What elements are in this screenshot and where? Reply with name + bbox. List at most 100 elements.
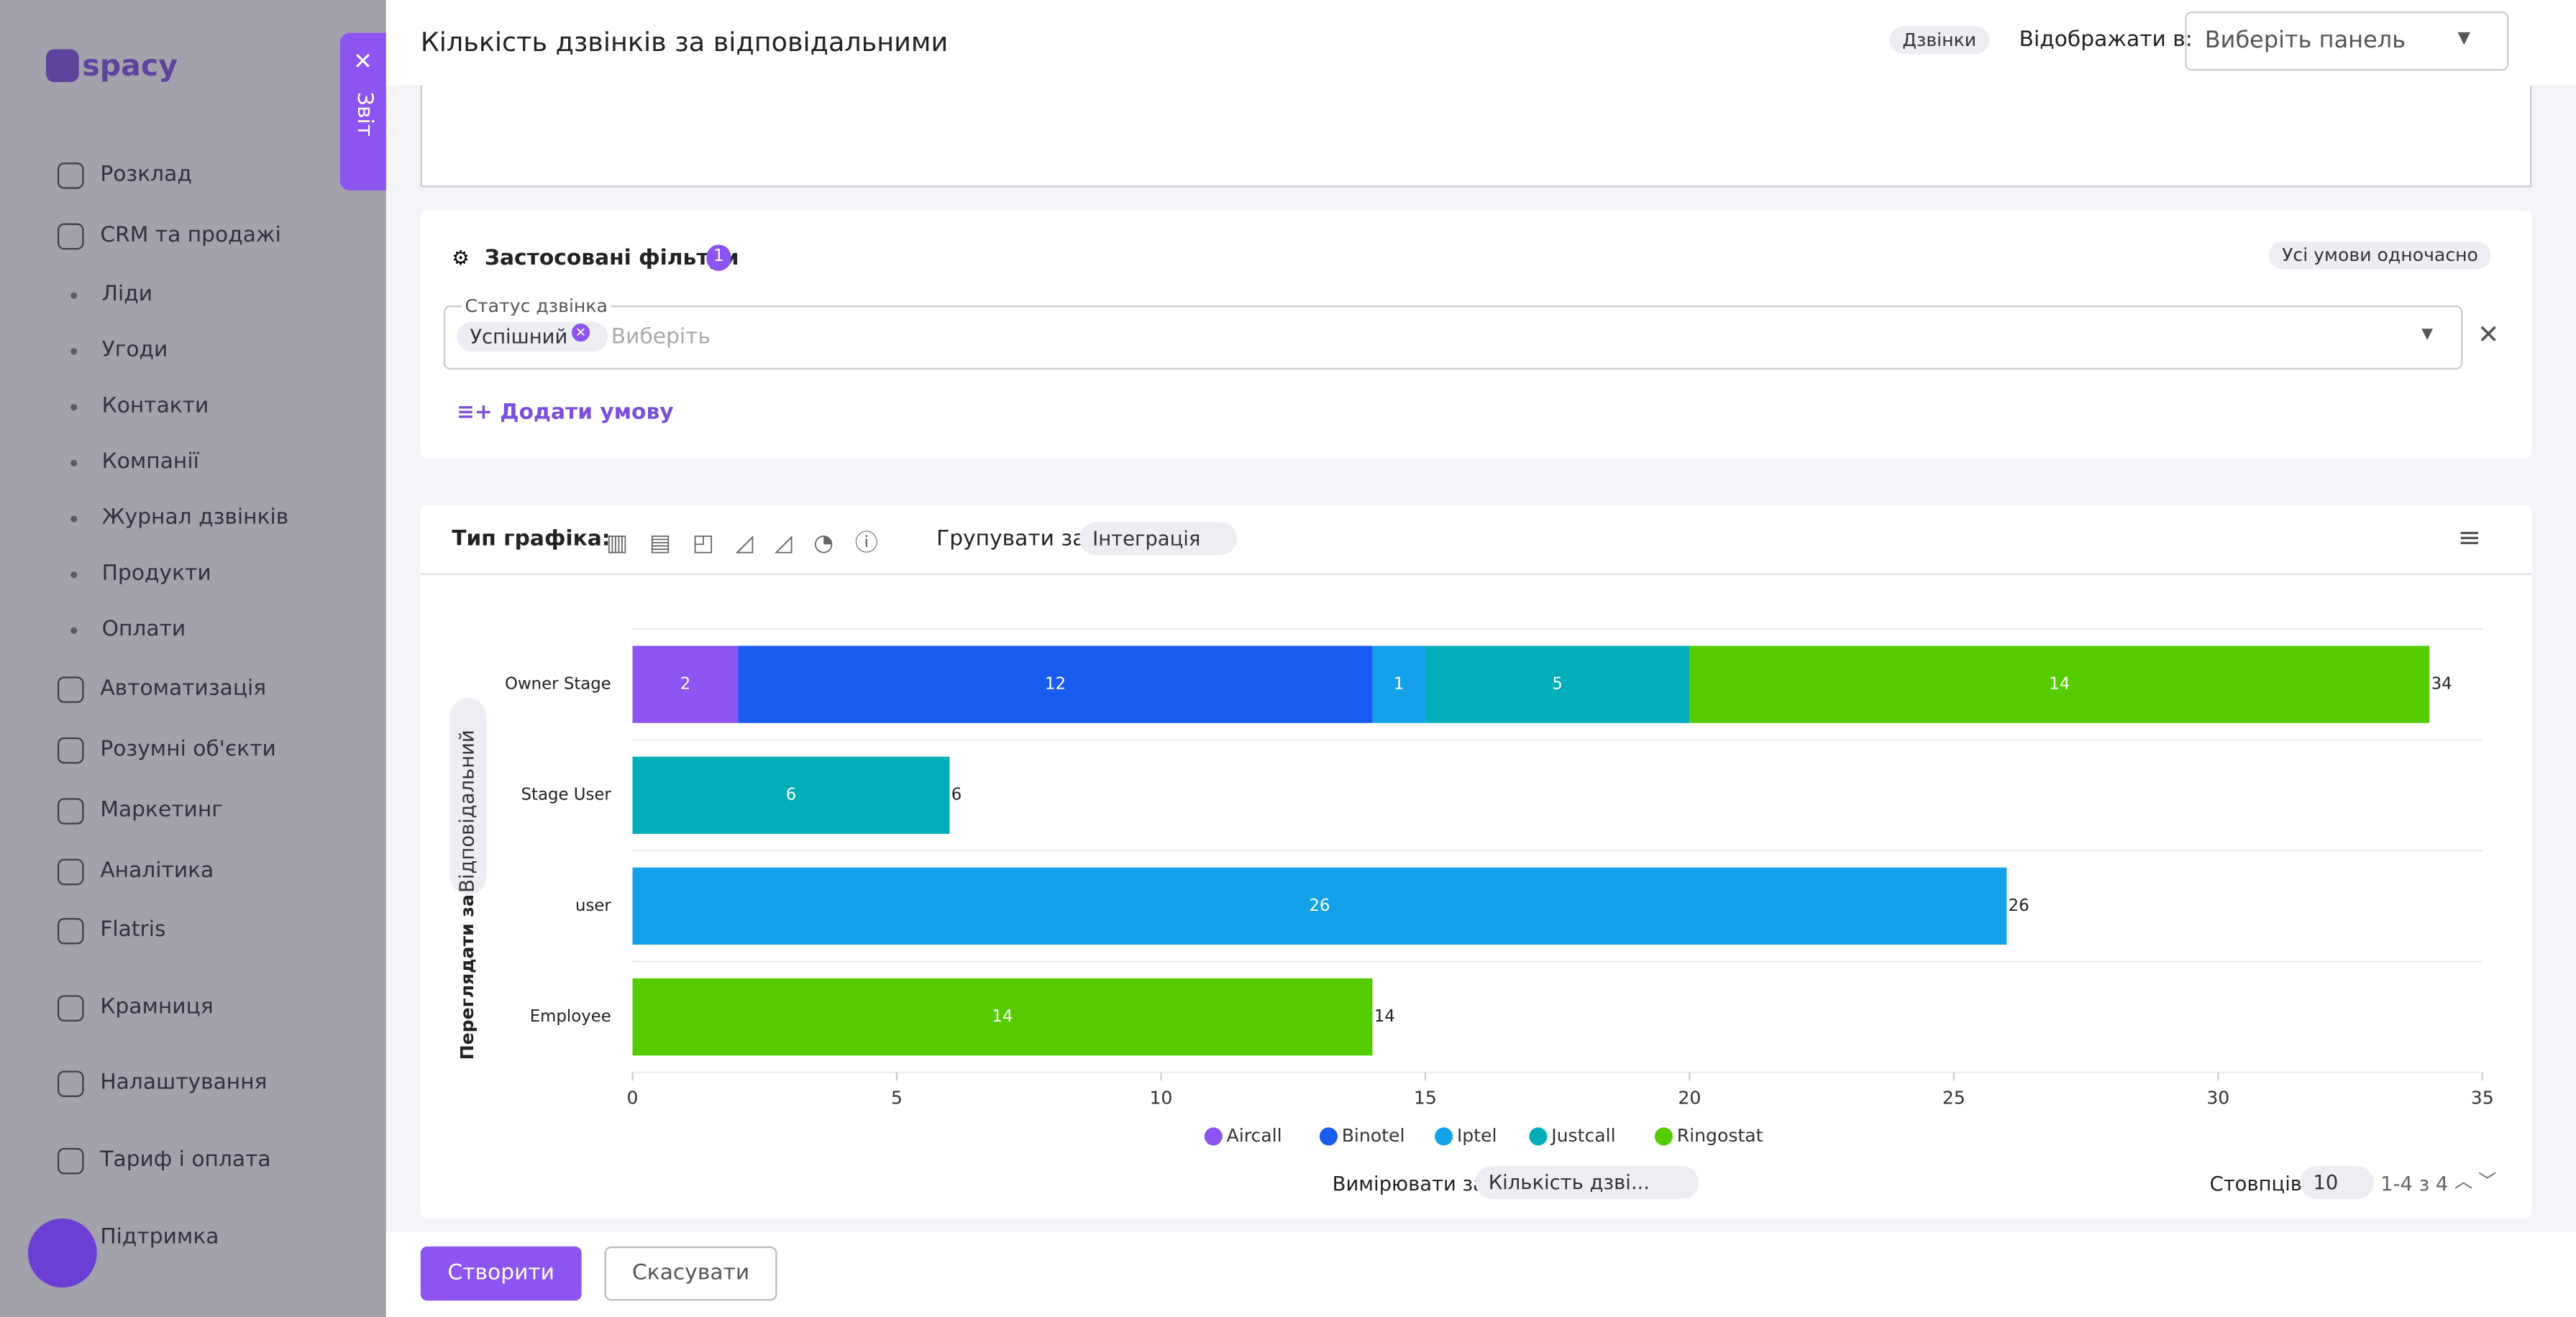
y-tick-label: Owner Stage — [505, 675, 611, 694]
add-condition[interactable]: ≡+ Додати умову — [457, 400, 674, 425]
nav-item[interactable]: Продукти — [101, 561, 211, 587]
page-arrows[interactable]: ︿ ﹀ — [2454, 1170, 2497, 1193]
group-select[interactable]: Інтеграція — [1079, 522, 1237, 556]
nav-item[interactable]: Розклад — [100, 162, 192, 188]
view-pill[interactable] — [449, 697, 487, 896]
type-label: Тип графіка: — [452, 527, 611, 552]
nav-icon — [57, 162, 84, 189]
legend-swatch — [1529, 1127, 1548, 1146]
y-tick-label: Stage User — [521, 786, 612, 804]
bar-label: 2 — [680, 675, 691, 694]
nav-item[interactable]: Тариф і оплата — [100, 1147, 271, 1173]
x-tick-label: 15 — [1414, 1087, 1437, 1108]
legend-swatch — [1435, 1127, 1453, 1146]
filters-card: ⚙ Застосовані фільтри 1 Усі умови одноча… — [420, 210, 2532, 459]
filters-mode[interactable]: Усі умови одночасно — [2268, 241, 2492, 270]
bar-segment — [632, 867, 2007, 945]
close-icon[interactable]: ✕ — [353, 49, 373, 76]
filters-title: Застосовані фільтри — [484, 246, 739, 271]
chip-remove[interactable]: ✕ — [571, 323, 590, 342]
chart-type-icons[interactable]: ▥▤◰◿◿◔ⓘ — [606, 530, 900, 557]
report-tab[interactable]: ✕ Звіт — [339, 32, 386, 191]
bar-segment — [632, 756, 950, 834]
nav-icon — [57, 1070, 84, 1098]
create-button[interactable]: Створити — [420, 1246, 582, 1301]
caret: ▼ — [2421, 326, 2434, 344]
nav-icon — [57, 798, 84, 825]
nav-item[interactable]: Контакти — [101, 394, 209, 419]
tag[interactable]: Дзвінки — [1889, 26, 1990, 55]
nav-item[interactable]: Крамниця — [100, 995, 214, 1020]
logo-icon — [45, 49, 79, 83]
remove-filter[interactable]: ✕ — [2477, 318, 2500, 350]
columns-select[interactable]: 10 — [2300, 1165, 2375, 1199]
menu[interactable]: ≡ — [2457, 522, 2482, 556]
status-field[interactable]: Статус дзвінка Успішний ✕ Виберіть ▼ — [443, 295, 2463, 370]
bullet — [70, 403, 78, 411]
field-label: Статус дзвінка — [461, 295, 611, 317]
footer: Створити Скасувати — [385, 1231, 2576, 1317]
chart: Відповідальний Переглядати за 0 5 10 15 20 25… — [449, 628, 2494, 1146]
x-tick-label: 0 — [627, 1087, 639, 1108]
logo: spacy — [82, 49, 178, 84]
cancel-button[interactable]: Скасувати — [604, 1246, 777, 1301]
bullet — [70, 627, 78, 634]
filter-icon: ⚙ — [452, 246, 470, 270]
nav-item[interactable]: Маркетинг — [100, 798, 223, 823]
bar-label: 12 — [1045, 675, 1066, 694]
nav-item[interactable]: Підтримка — [100, 1225, 219, 1250]
nav-item[interactable]: Оплати — [101, 617, 186, 643]
bullet — [70, 292, 78, 299]
nav-item[interactable]: Компанії — [101, 449, 199, 475]
select-placeholder: Виберіть панель — [2204, 27, 2406, 55]
view-label: Переглядати за — [457, 894, 478, 1060]
legend-label: Aircall — [1227, 1125, 1282, 1146]
legend-swatch — [1319, 1127, 1338, 1146]
report-tab-label: Звіт — [351, 91, 377, 137]
nav-icon — [57, 223, 84, 250]
bar-label: 14 — [2049, 675, 2070, 694]
bar-label: 1 — [1394, 675, 1405, 694]
x-tick-label: 20 — [1678, 1087, 1701, 1108]
bar-segment — [1425, 646, 1690, 723]
nav-item[interactable]: CRM та продажі — [100, 223, 281, 248]
columns-label: Стовпців — [2209, 1173, 2302, 1196]
nav-item[interactable]: Аналітика — [100, 858, 214, 884]
panel-select[interactable]: Виберіть панель ▼ — [2185, 11, 2509, 71]
nav-item[interactable]: Розумні об'єкти — [100, 737, 276, 762]
x-tick-label: 35 — [2471, 1087, 2494, 1108]
bar-segment — [1372, 646, 1425, 723]
overlay[interactable] — [0, 0, 386, 1317]
bullet — [70, 571, 78, 579]
textarea[interactable] — [420, 85, 2532, 188]
nav-item[interactable]: Автоматизація — [100, 676, 267, 702]
pagination: 1-4 з 4 — [2380, 1173, 2449, 1196]
divider — [420, 573, 2532, 575]
nav-item[interactable]: Ліди — [101, 282, 153, 308]
bar-label: 26 — [1309, 896, 1330, 915]
view-value: Відповідальний — [457, 730, 479, 893]
bar-segment — [738, 646, 1373, 723]
caret: ▼ — [2457, 29, 2471, 48]
sidebar: spacy Розклад CRM та продажі Ліди Угоди Конт… — [0, 0, 386, 1317]
legend-label: Iptel — [1457, 1125, 1497, 1146]
bar-segment — [632, 646, 739, 723]
nav-icon — [57, 737, 84, 764]
x-tick-label: 10 — [1149, 1087, 1172, 1108]
nav-icon — [57, 1147, 84, 1175]
nav-item[interactable]: Угоди — [101, 338, 168, 363]
bar-label: 14 — [992, 1007, 1013, 1026]
x-tick-label: 5 — [891, 1087, 903, 1108]
nav-icon — [57, 858, 84, 886]
nav-item[interactable]: Flatris — [100, 918, 166, 943]
total-label: 14 — [1374, 1007, 1395, 1026]
bar-label: 5 — [1552, 675, 1563, 694]
nav-item[interactable]: Журнал дзвінків — [101, 505, 289, 531]
total-label: 26 — [2009, 896, 2029, 915]
measure-select[interactable]: Кількість дзві... — [1475, 1165, 1699, 1199]
legend-label: Justcall — [1550, 1125, 1615, 1146]
nav-item[interactable]: Налаштування — [100, 1070, 268, 1096]
y-tick-label: user — [575, 896, 611, 915]
chat-button[interactable] — [27, 1219, 97, 1288]
legend-swatch — [1204, 1127, 1223, 1146]
